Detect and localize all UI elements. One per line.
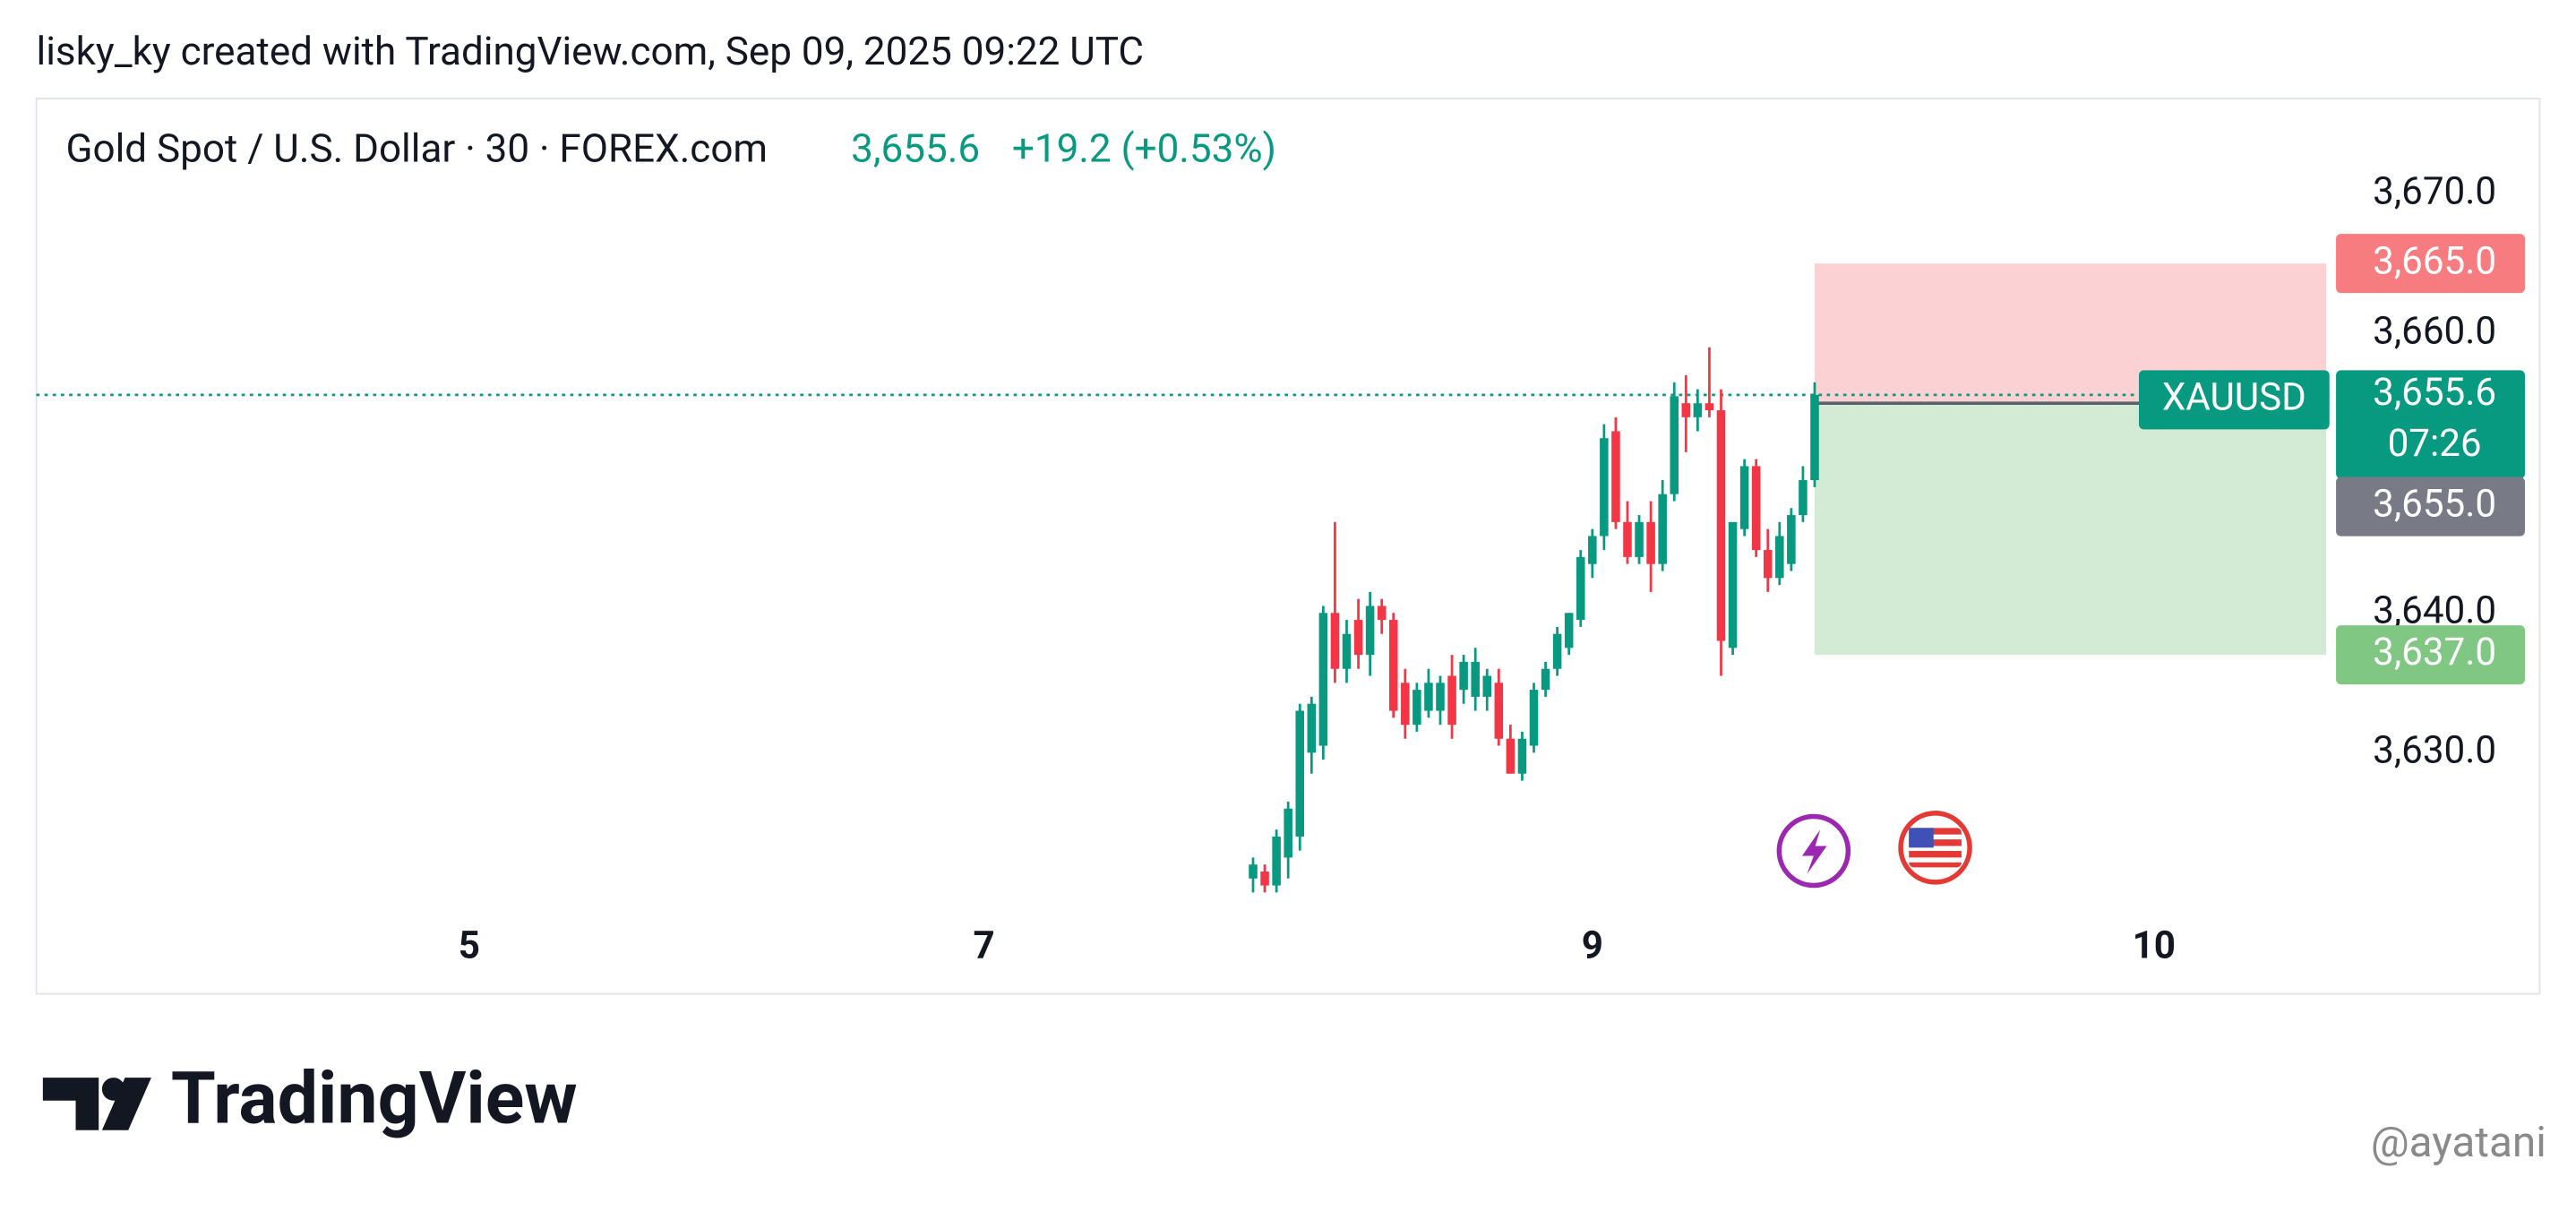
brand-name: TradingView — [171, 1056, 578, 1141]
candle-body — [1330, 613, 1340, 669]
candle-body — [1728, 521, 1738, 648]
candle-body — [1681, 403, 1691, 417]
candle-body — [1249, 864, 1258, 879]
candle-body — [1482, 675, 1492, 697]
candle-body — [1600, 438, 1609, 537]
entry-label — [2336, 477, 2525, 537]
candle-body — [1739, 466, 1749, 529]
legend-price: 3,655.6 — [851, 125, 980, 171]
candle-body — [1447, 675, 1456, 726]
candle-body — [1799, 480, 1807, 516]
header: lisky_ky created with TradingView.com, S… — [37, 28, 1145, 74]
candle-body — [1471, 661, 1480, 697]
candle-body — [1704, 403, 1714, 411]
candle-body — [1646, 521, 1655, 564]
candle-body — [1635, 521, 1644, 557]
y-tick-label: 3,670.0 — [2373, 169, 2496, 213]
candle-body — [1763, 550, 1773, 579]
x-tick-label: 7 — [973, 923, 994, 967]
candle-body — [1260, 871, 1269, 886]
candle-body — [1436, 683, 1445, 711]
candle-body — [1284, 808, 1292, 858]
symbol-text: XAUUSD — [2162, 376, 2306, 420]
candle-body — [1413, 690, 1421, 726]
target-label-text: 3,637.0 — [2373, 631, 2496, 674]
candle-body — [1307, 703, 1317, 753]
stop-label-text: 3,665.0 — [2373, 239, 2496, 283]
candle-body — [1611, 431, 1620, 522]
candle-body — [1576, 556, 1585, 621]
candle-body — [1342, 633, 1352, 669]
last-price-text: 3,655.6 — [2373, 371, 2496, 415]
target-zone — [1814, 403, 2327, 656]
target-label — [2336, 625, 2525, 685]
watermark: @ayatani — [2371, 1117, 2546, 1167]
candle-body — [1517, 738, 1527, 774]
candle-body — [1564, 613, 1574, 648]
candle-body — [1494, 683, 1504, 739]
legend-change: +19.2 (+0.53%) — [1012, 125, 1276, 171]
symbol-box — [2138, 370, 2330, 430]
candle-body — [1751, 466, 1761, 551]
candle-body — [1365, 606, 1375, 656]
candle-body — [1506, 738, 1516, 774]
countdown-text: 07:26 — [2388, 422, 2482, 466]
entry-label-text: 3,655.0 — [2373, 483, 2496, 527]
candle-body — [1716, 410, 1726, 641]
candle-body — [1588, 536, 1597, 564]
y-tick-label: 3,660.0 — [2373, 309, 2496, 353]
candle-body — [1318, 613, 1328, 746]
candle-body — [1388, 620, 1398, 711]
candle-body — [1541, 668, 1550, 691]
x-tick-label: 9 — [1582, 923, 1603, 967]
candle-body — [1787, 515, 1796, 564]
candle-body — [1658, 494, 1667, 564]
candle-body — [1693, 403, 1703, 417]
candle-body — [1295, 710, 1305, 837]
candle-body — [1670, 396, 1679, 494]
candle-body — [1775, 536, 1784, 579]
event-icon — [1776, 813, 1851, 889]
candle-body — [1529, 690, 1539, 746]
candle-body — [1353, 620, 1363, 656]
candle-body — [1552, 633, 1562, 669]
candle-body — [1401, 683, 1410, 726]
x-tick-label: 5 — [459, 923, 480, 967]
candle-body — [1377, 606, 1387, 621]
candle-body — [1272, 836, 1281, 886]
x-tick-label: 10 — [2133, 923, 2176, 967]
y-tick-label: 3,630.0 — [2373, 728, 2496, 772]
candle-body — [1424, 683, 1433, 711]
candle-body — [1810, 394, 1819, 481]
last-price-box — [2336, 370, 2525, 479]
candle-body — [1459, 661, 1468, 691]
flag-icon — [1898, 811, 1972, 885]
candle-body — [1623, 521, 1632, 557]
brand-logo — [42, 1078, 151, 1130]
stop-label — [2336, 234, 2525, 294]
chart-title: Gold Spot / U.S. Dollar · 30 · FOREX.com — [66, 125, 769, 171]
